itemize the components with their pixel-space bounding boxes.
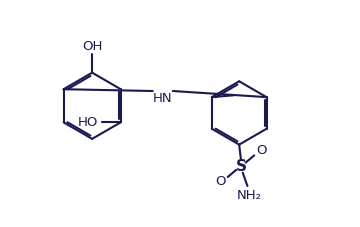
Text: O: O xyxy=(256,144,267,157)
Text: OH: OH xyxy=(83,40,103,53)
Text: S: S xyxy=(235,159,247,174)
Text: HO: HO xyxy=(78,116,99,129)
Text: HN: HN xyxy=(153,92,172,105)
Text: O: O xyxy=(215,175,226,188)
Text: NH₂: NH₂ xyxy=(237,189,262,202)
